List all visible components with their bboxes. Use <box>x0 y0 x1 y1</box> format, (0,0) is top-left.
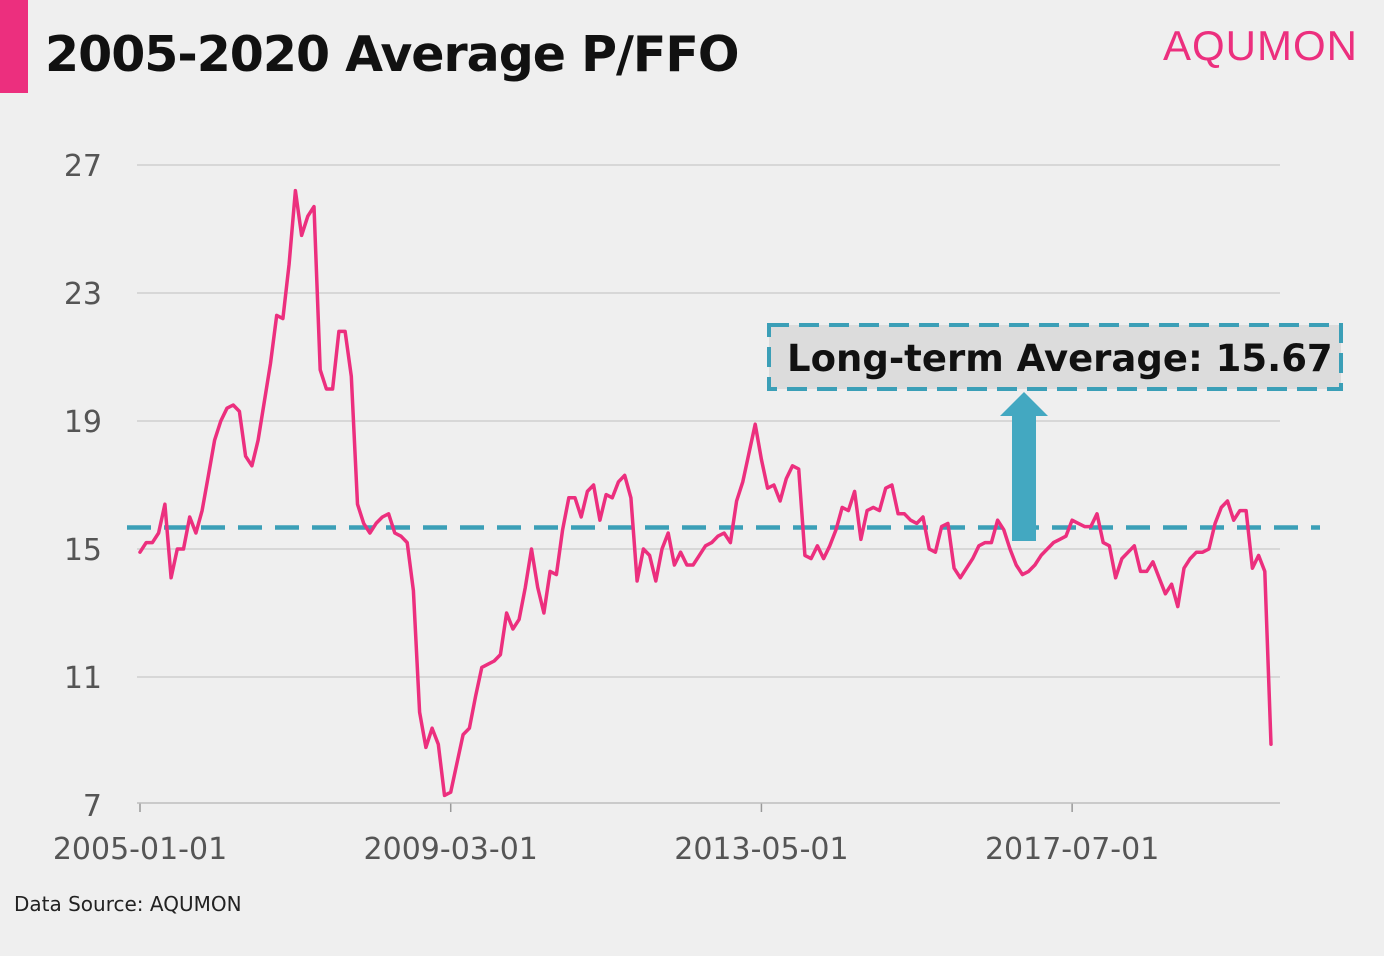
x-tick-label: 2013-05-01 <box>674 832 848 867</box>
series-line-pffo <box>138 188 1273 798</box>
y-tick-label: 27 <box>64 149 102 184</box>
y-tick-label: 19 <box>64 405 102 440</box>
x-tick-label: 2017-07-01 <box>985 832 1159 867</box>
page-title: 2005-2020 Average P/FFO <box>45 26 740 83</box>
average-annotation: Long-term Average: 15.67 <box>767 323 1343 541</box>
average-label-box <box>767 323 1343 391</box>
y-tick-label: 15 <box>64 533 102 568</box>
y-tick-label: 11 <box>64 661 102 696</box>
data-source-note: Data Source: AQUMON <box>14 892 242 916</box>
brand-logo: AQUMON <box>1163 22 1358 69</box>
x-tick-label: 2009-03-01 <box>364 832 538 867</box>
average-label-text: Long-term Average: 15.67 <box>787 337 1333 380</box>
gridlines <box>137 164 1280 678</box>
y-tick-label: 23 <box>64 277 102 312</box>
arrow-up-icon <box>1000 392 1048 541</box>
title-accent-bar <box>0 0 28 93</box>
x-tick-label: 2005-01-01 <box>53 832 227 867</box>
y-axis-ticks: 7 11 15 19 23 27 <box>64 149 102 824</box>
x-axis-ticks: 2005-01-01 2009-03-01 2013-05-01 2017-07-01 <box>53 803 1159 867</box>
y-tick-label: 7 <box>83 789 102 824</box>
